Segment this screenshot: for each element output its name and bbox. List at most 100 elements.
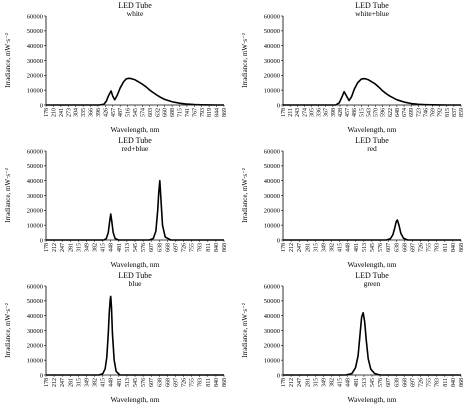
y-tick-label: 10000 xyxy=(264,357,280,364)
y-tick-label: 60000 xyxy=(27,148,43,155)
x-tick-label: 545 xyxy=(133,378,139,387)
y-axis-label: Irradiance, mW·s⁻² xyxy=(4,303,12,358)
x-tick-label: 487 xyxy=(118,108,124,117)
x-axis-label: Wavelength, nm xyxy=(111,125,160,134)
x-axis-label: Wavelength, nm xyxy=(348,260,397,269)
x-tick-label: 607 xyxy=(149,243,155,252)
x-tick-label: 638 xyxy=(394,378,400,387)
chart-panel-red: LED Tube red 0 10000 20000 30000 40000 50000 600… xyxy=(237,135,474,270)
y-tick-label: 20000 xyxy=(264,343,280,350)
y-tick-label: 60000 xyxy=(27,283,43,290)
x-tick-label: 178 xyxy=(44,378,50,387)
x-tick-label: 668 xyxy=(402,243,408,252)
x-tick-label: 273 xyxy=(66,108,72,117)
x-tick-label: 486 xyxy=(352,108,358,117)
x-axis-label: Wavelength, nm xyxy=(348,395,397,404)
x-tick-label: 457 xyxy=(111,108,117,117)
x-tick-label: 457 xyxy=(345,108,351,117)
x-tick-label: 576 xyxy=(378,243,384,252)
x-tick-label: 746 xyxy=(423,108,429,117)
y-tick-label: 50000 xyxy=(27,298,43,305)
x-tick-label: 315 xyxy=(313,243,319,252)
x-tick-label: 349 xyxy=(84,243,90,252)
x-tick-label: 811 xyxy=(206,243,212,252)
series-line xyxy=(283,311,461,376)
x-tick-label: 715 xyxy=(178,108,184,117)
chart-title: LED Tube xyxy=(118,136,152,145)
x-tick-label: 428 xyxy=(338,108,344,117)
x-tick-label: 574 xyxy=(140,108,146,117)
y-axis-label: Irradiance, mW·s⁻² xyxy=(4,33,12,88)
x-tick-label: 349 xyxy=(321,243,327,252)
x-tick-label: 576 xyxy=(141,378,147,387)
y-tick-label: 40000 xyxy=(27,313,43,320)
chart-subtitle: white+blue xyxy=(355,9,389,18)
y-tick-label: 30000 xyxy=(264,193,280,200)
x-tick-label: 247 xyxy=(60,378,66,387)
y-tick-label: 50000 xyxy=(27,163,43,170)
x-axis-label: Wavelength, nm xyxy=(111,395,160,404)
x-tick-label: 868 xyxy=(222,243,228,252)
x-tick-label: 247 xyxy=(60,243,66,252)
x-tick-label: 178 xyxy=(44,108,50,117)
x-tick-label: 811 xyxy=(443,243,449,252)
x-tick-label: 570 xyxy=(374,108,380,117)
x-tick-label: 516 xyxy=(126,108,132,117)
y-tick-label: 30000 xyxy=(27,58,43,65)
x-tick-label: 811 xyxy=(443,378,449,387)
series-line xyxy=(46,179,224,241)
x-tick-label: 576 xyxy=(378,378,384,387)
y-tick-label: 20000 xyxy=(264,208,280,215)
x-tick-label: 210 xyxy=(51,108,57,117)
x-tick-label: 349 xyxy=(321,378,327,387)
x-tick-label: 638 xyxy=(157,378,163,387)
x-tick-label: 697 xyxy=(173,243,179,252)
x-tick-label: 607 xyxy=(386,378,392,387)
x-tick-label: 335 xyxy=(81,108,87,117)
y-tick-label: 40000 xyxy=(264,313,280,320)
x-tick-label: 448 xyxy=(109,243,115,252)
x-tick-label: 415 xyxy=(101,378,107,387)
x-tick-label: 755 xyxy=(427,243,433,252)
x-tick-label: 513 xyxy=(362,378,368,387)
x-tick-label: 668 xyxy=(165,378,171,387)
y-axis-label: Irradiance, mW·s⁻² xyxy=(241,303,249,358)
y-tick-label: 60000 xyxy=(264,13,280,20)
y-tick-label: 60000 xyxy=(27,13,43,20)
x-tick-label: 212 xyxy=(289,378,295,387)
x-tick-label: 638 xyxy=(394,243,400,252)
x-tick-label: 382 xyxy=(93,378,99,387)
x-tick-label: 576 xyxy=(141,243,147,252)
y-axis-label: Irradiance, mW·s⁻² xyxy=(241,168,249,223)
chart-subtitle: blue xyxy=(129,279,143,288)
x-tick-label: 859 xyxy=(459,108,465,117)
x-axis-label: Wavelength, nm xyxy=(111,260,160,269)
x-tick-label: 178 xyxy=(281,378,287,387)
chart-panel-green: LED Tube green 0 10000 20000 30000 40000 50000 6… xyxy=(237,270,474,405)
x-tick-label: 726 xyxy=(182,378,188,387)
x-tick-label: 726 xyxy=(419,243,425,252)
x-tick-label: 755 xyxy=(427,378,433,387)
chart-panel-blue: LED Tube blue 0 10000 20000 30000 40000 50000 60… xyxy=(0,270,237,405)
x-tick-label: 545 xyxy=(133,108,139,117)
x-tick-label: 212 xyxy=(52,243,58,252)
x-tick-label: 274 xyxy=(302,108,308,117)
x-tick-label: 243 xyxy=(295,108,301,117)
x-tick-label: 868 xyxy=(222,378,228,387)
y-tick-label: 60000 xyxy=(264,283,280,290)
x-tick-label: 281 xyxy=(305,378,311,387)
series-line xyxy=(283,219,461,241)
x-tick-label: 515 xyxy=(359,108,365,117)
x-tick-label: 840 xyxy=(451,378,457,387)
y-tick-label: 10000 xyxy=(27,222,43,229)
x-tick-label: 697 xyxy=(410,243,416,252)
x-tick-label: 212 xyxy=(52,378,58,387)
series-line xyxy=(46,295,224,376)
x-tick-label: 868 xyxy=(459,243,465,252)
chart-panel-white: LED Tube white 0 10000 20000 30000 40000 50000 6… xyxy=(0,0,237,135)
x-tick-label: 545 xyxy=(133,243,139,252)
x-tick-label: 315 xyxy=(313,378,319,387)
